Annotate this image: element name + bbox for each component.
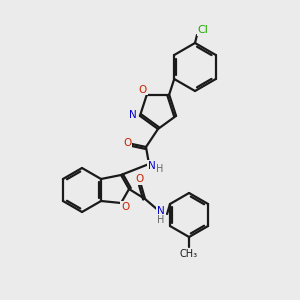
Text: CH₃: CH₃ — [180, 249, 198, 259]
Text: O: O — [123, 138, 131, 148]
Text: O: O — [135, 174, 143, 184]
Text: H: H — [156, 164, 164, 174]
Text: N: N — [148, 161, 156, 171]
Text: O: O — [121, 202, 129, 212]
Text: O: O — [139, 85, 147, 94]
Text: N: N — [129, 110, 137, 120]
Text: H: H — [158, 215, 165, 225]
Text: N: N — [157, 206, 165, 216]
Text: Cl: Cl — [198, 25, 208, 35]
